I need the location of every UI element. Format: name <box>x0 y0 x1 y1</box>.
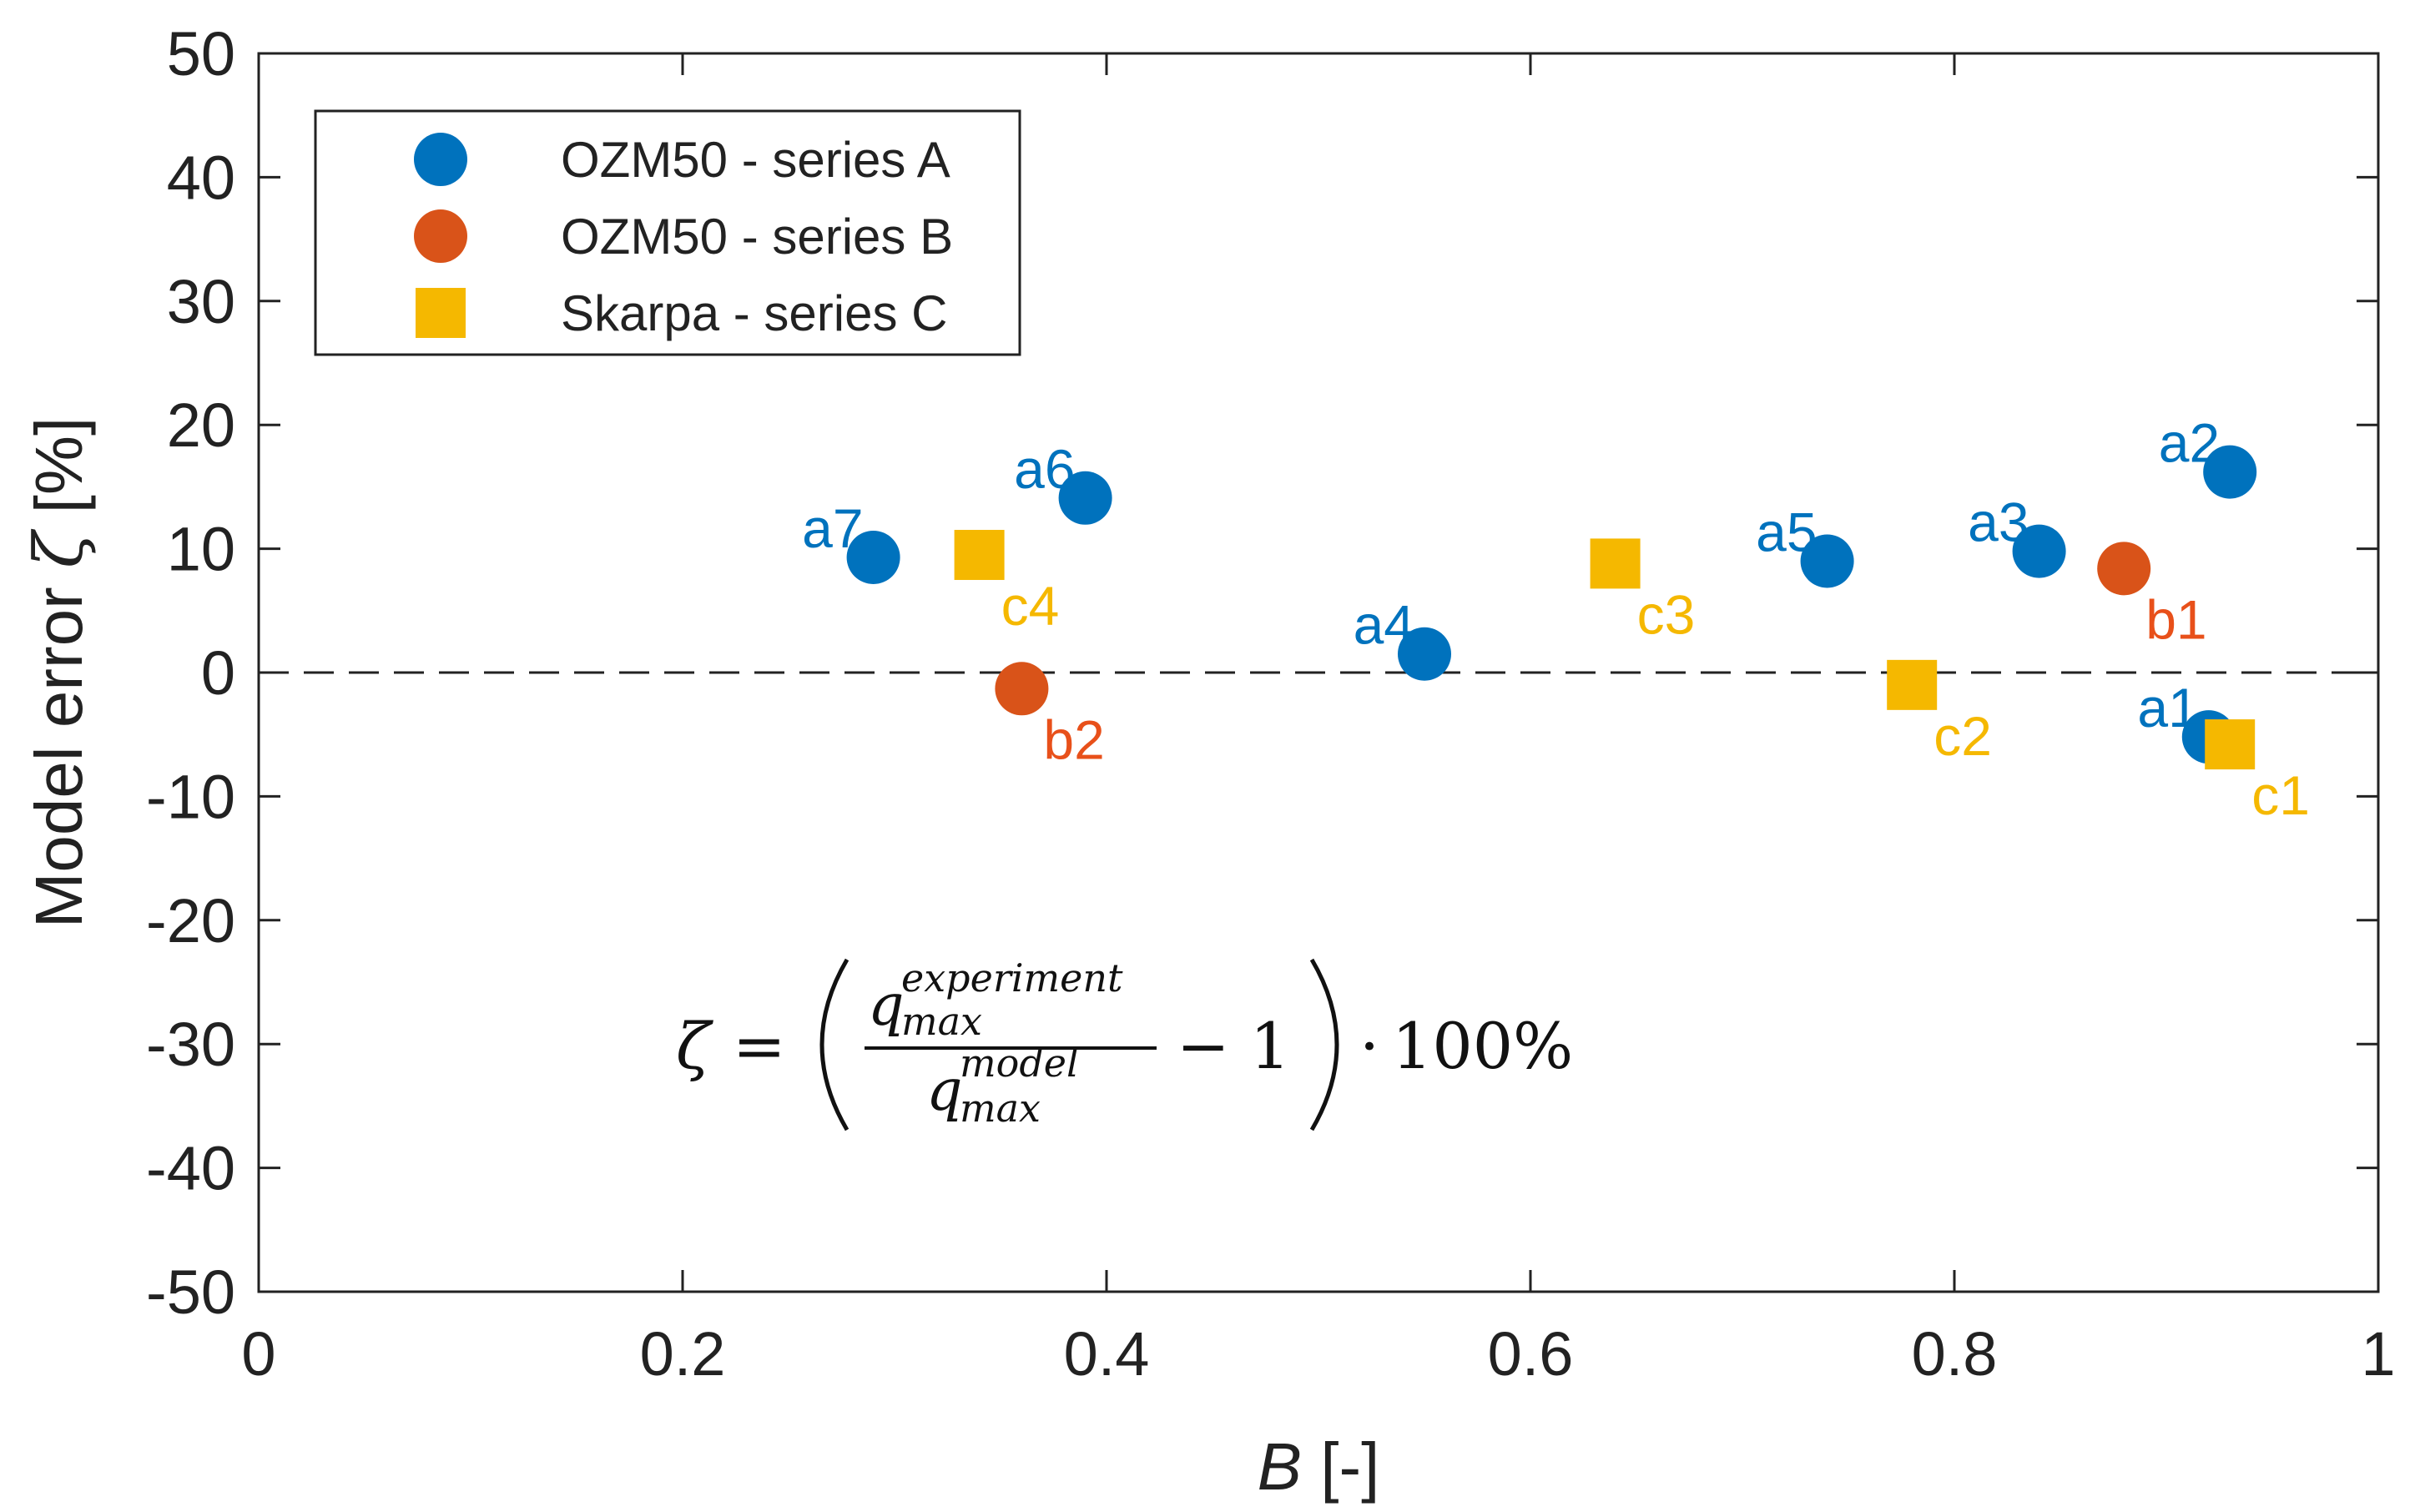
y-axis-unit: [%] <box>22 417 96 532</box>
plot-frame <box>257 52 2380 1293</box>
x-tick-label: 0.6 <box>1488 1319 1574 1389</box>
y-tick-label: 40 <box>167 143 235 212</box>
point-label: a7 <box>802 497 863 559</box>
point-label: a4 <box>1354 594 1414 656</box>
x-tick-label: 0.4 <box>1064 1319 1150 1389</box>
data-point <box>954 530 1005 581</box>
y-tick-label: 0 <box>201 638 235 708</box>
point-label: c2 <box>1933 705 1992 767</box>
y-tick-label: -30 <box>146 1010 235 1079</box>
formula-equals: = <box>733 1009 786 1083</box>
y-tick-label: -20 <box>146 886 235 955</box>
y-tick-label: -10 <box>146 762 235 831</box>
formula-numerator-sup: experiment <box>901 955 1123 1000</box>
point-label: a6 <box>1014 438 1075 500</box>
x-axis-variable: B <box>1258 1429 1302 1504</box>
data-point <box>995 662 1049 716</box>
data-point <box>2012 524 2066 578</box>
point-label: a1 <box>2137 677 2198 738</box>
legend-marker <box>414 209 467 263</box>
data-point <box>1887 659 1938 710</box>
x-tick-label: 1 <box>2361 1319 2395 1389</box>
point-label: a2 <box>2159 412 2220 474</box>
formula-annotation: ζ = q experiment max q model max − 1 ⋅ 1… <box>676 955 1573 1131</box>
formula-left-paren <box>819 958 850 1131</box>
y-axis-text: Model error <box>22 568 96 928</box>
point-label: b1 <box>2145 588 2206 650</box>
formula-minus-one: − 1 <box>1177 1009 1290 1083</box>
point-label: a3 <box>1968 491 2029 553</box>
data-point <box>846 530 900 584</box>
data-point <box>1058 471 1112 525</box>
formula-numerator-sub: max <box>901 999 982 1044</box>
formula-denominator-sub: max <box>960 1086 1041 1131</box>
y-axis-symbol: ζ <box>20 528 98 568</box>
y-tick-label: 50 <box>167 19 235 88</box>
data-point <box>2097 542 2151 596</box>
x-tick-label: 0 <box>241 1319 275 1389</box>
formula-denominator-q: q <box>926 1058 963 1124</box>
data-point <box>2203 445 2257 499</box>
formula-denominator-sup: model <box>960 1041 1079 1086</box>
legend-marker <box>416 288 466 338</box>
y-tick-label: -40 <box>146 1134 235 1203</box>
formula-numerator-q: q <box>868 973 905 1039</box>
formula-right-paren <box>1309 958 1339 1131</box>
y-tick-label: 10 <box>167 515 235 584</box>
point-label: b2 <box>1043 708 1104 770</box>
y-axis-label: Model error ζ [%] <box>20 417 98 928</box>
point-label: c4 <box>1001 575 1060 637</box>
point-label: c3 <box>1637 583 1696 645</box>
formula-times: ⋅ <box>1359 1009 1380 1083</box>
y-tick-label: -50 <box>146 1257 235 1327</box>
formula-zeta: ζ <box>676 1009 713 1083</box>
data-point <box>1590 538 1641 589</box>
legend-marker <box>414 133 467 186</box>
legend-label: OZM50 - series A <box>561 132 950 188</box>
legend: OZM50 - series A OZM50 - series B Skarpa -… <box>314 109 1021 356</box>
x-tick-label: 0.8 <box>1912 1319 1998 1389</box>
y-tick-label: 20 <box>167 391 235 460</box>
formula-tail: 100% <box>1392 1009 1573 1083</box>
point-labels: a1 a2 a3 a4 a5 a6 a7 b1 b2 c1 c2 c3 c4 <box>802 412 2310 826</box>
point-label: a5 <box>1756 501 1817 562</box>
x-tick-label: 0.2 <box>640 1319 726 1389</box>
point-label: c1 <box>2251 764 2310 826</box>
legend-items: OZM50 - series A OZM50 - series B Skarpa -… <box>414 132 953 341</box>
data-point <box>1398 627 1451 681</box>
x-axis-unit: [-] <box>1302 1429 1379 1504</box>
data-point <box>2205 719 2256 770</box>
legend-label: Skarpa - series C <box>561 285 947 341</box>
legend-label: OZM50 - series B <box>561 209 953 265</box>
y-tick-label: 30 <box>167 267 235 336</box>
x-axis-label: B [-] <box>1258 1429 1380 1504</box>
data-points <box>846 445 2257 770</box>
data-point <box>1800 534 1854 588</box>
